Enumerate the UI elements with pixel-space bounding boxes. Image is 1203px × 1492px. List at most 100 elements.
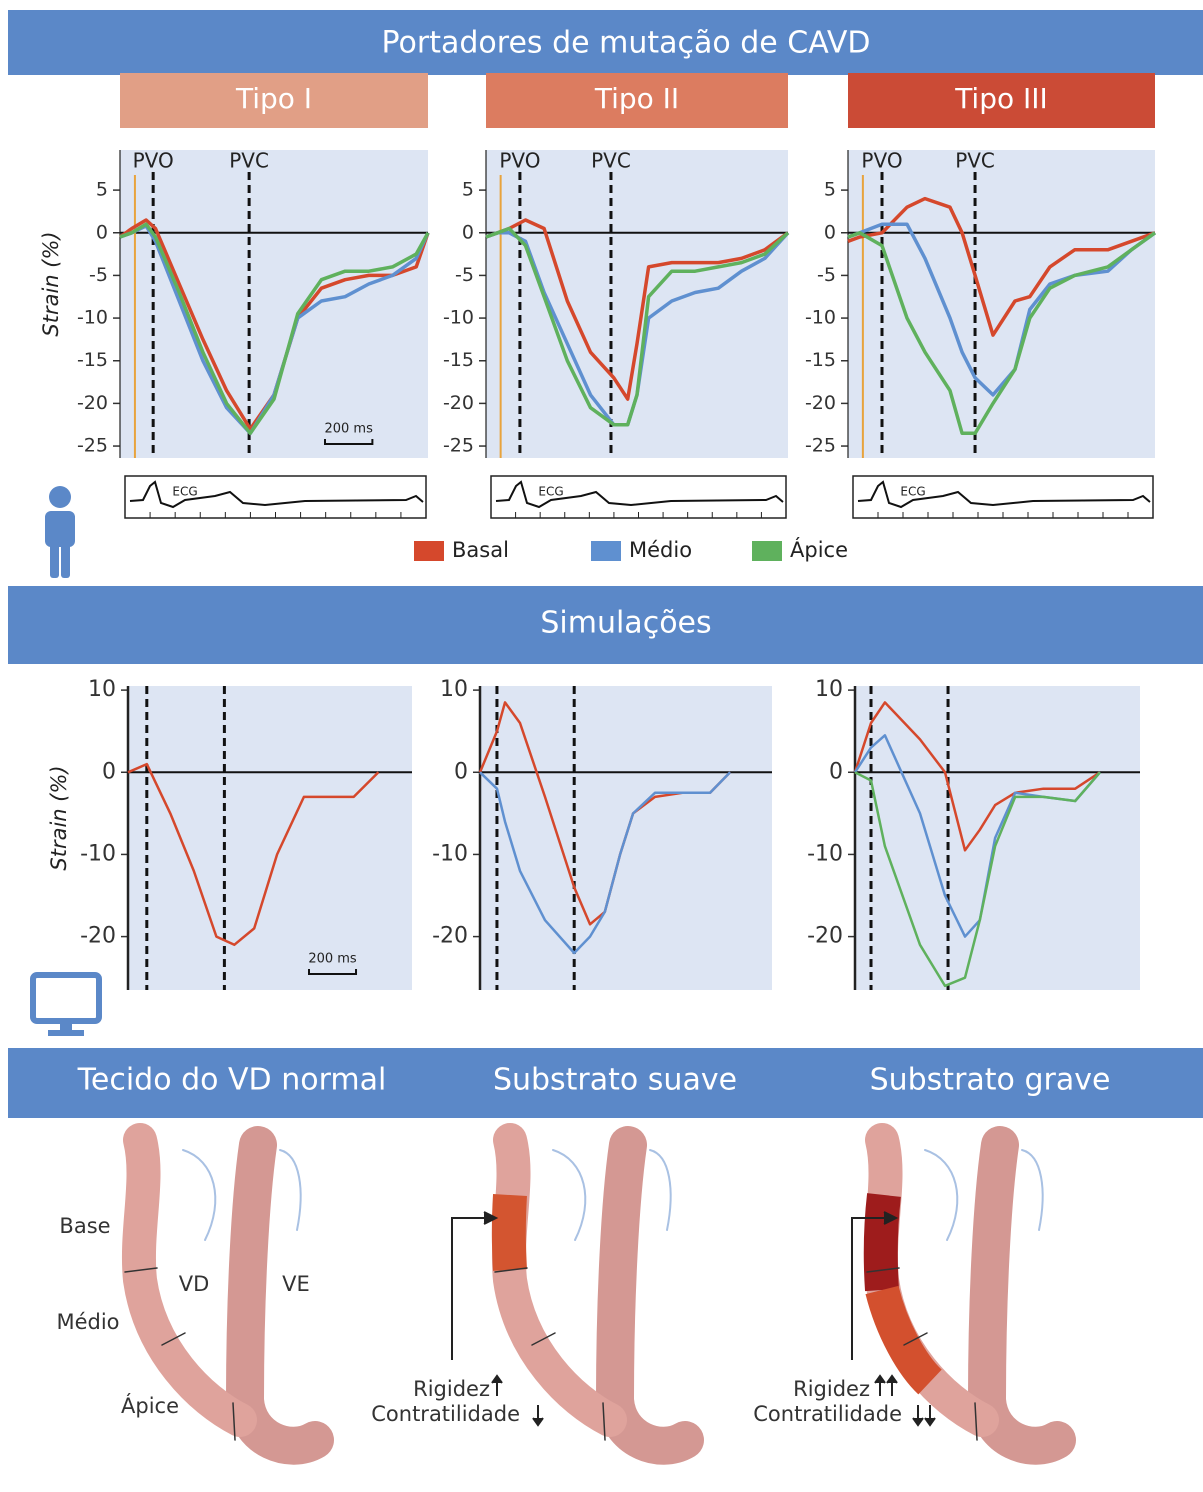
vessel: [279, 1149, 302, 1231]
segment-line: [602, 1402, 606, 1441]
y-tick-label: 0: [96, 221, 108, 243]
event-label: PVO: [861, 149, 902, 173]
y-tick-label: -10: [77, 307, 108, 329]
y-tick-label: -20: [807, 924, 843, 949]
segment-line: [531, 1332, 556, 1346]
segment-line: [974, 1402, 978, 1441]
y-tick-label: -10: [807, 841, 843, 866]
chart-title: Tipo III: [954, 82, 1048, 115]
plot-area: [128, 686, 412, 990]
y-tick-label: -20: [805, 392, 836, 414]
monitor-icon: [30, 972, 102, 1036]
y-tick-label: 10: [88, 677, 116, 702]
scale-bar: [308, 969, 358, 975]
ecg-trace: [857, 480, 1151, 509]
scale-bar-label: 200 ms: [308, 952, 357, 967]
contractility-label: Contratilidade: [753, 1402, 902, 1426]
plot-area: [120, 150, 428, 458]
stiffness-label: Rigidez: [793, 1377, 870, 1401]
vessel: [182, 1149, 217, 1241]
event-label: PVC: [229, 149, 269, 173]
y-tick-label: -15: [443, 349, 474, 371]
plot-area: [848, 150, 1155, 458]
segment-line: [232, 1402, 236, 1441]
ecg-box: [124, 475, 427, 519]
title-badge: [486, 73, 788, 128]
series-line: [479, 771, 731, 955]
segment-label: Ápice: [121, 1393, 179, 1418]
segment-line: [866, 1267, 900, 1273]
y-tick-label: -20: [443, 392, 474, 414]
panel-title: Tecido do VD normal: [77, 1063, 387, 1098]
y-tick-label: 0: [824, 221, 836, 243]
header-bar: [8, 1048, 1203, 1118]
rv-segment: [491, 1194, 527, 1271]
segment-line: [494, 1267, 528, 1273]
vessel: [924, 1149, 959, 1241]
rv-segment: [863, 1193, 901, 1292]
chart-title: Tipo I: [235, 82, 312, 115]
y-tick-label: 10: [440, 677, 468, 702]
vessel: [552, 1149, 587, 1241]
segment-label: Base: [59, 1214, 110, 1238]
segment-line: [161, 1332, 186, 1346]
event-label: PVO: [133, 149, 174, 173]
plot-area: [486, 150, 788, 458]
y-tick-label: -10: [805, 307, 836, 329]
legend-swatch: [752, 541, 782, 561]
y-tick-label: 0: [829, 759, 843, 784]
event-label: PVO: [499, 149, 540, 173]
series-line: [127, 762, 380, 947]
section-title: Portadores de mutação de CAVD: [382, 26, 871, 61]
ecg-trace: [129, 480, 424, 509]
event-label: PVC: [591, 149, 631, 173]
y-tick-label: -5: [89, 264, 108, 286]
person-icon: [45, 486, 75, 578]
ecg-label: ECG: [538, 485, 563, 499]
y-tick-label: 5: [96, 179, 108, 201]
lv: [967, 1126, 1076, 1465]
rv: [121, 1123, 257, 1437]
lv: [225, 1126, 334, 1465]
y-axis-label: Strain (%): [47, 765, 71, 870]
ecg-label: ECG: [900, 485, 925, 499]
ecg-box: [852, 475, 1154, 519]
rv-segment: [865, 1285, 943, 1395]
chart-title: Tipo II: [594, 82, 679, 115]
y-tick-label: -20: [80, 924, 116, 949]
ventricle-label: VE: [282, 1272, 310, 1296]
event-label: PVC: [955, 149, 995, 173]
legend-label: Basal: [452, 538, 509, 562]
rv: [491, 1123, 627, 1437]
y-tick-label: -10: [443, 307, 474, 329]
ecg-box: [490, 475, 787, 519]
lv: [595, 1126, 704, 1465]
y-tick-label: -25: [805, 435, 836, 457]
y-tick-label: 0: [454, 759, 468, 784]
y-tick-label: -5: [817, 264, 836, 286]
series-line: [854, 771, 1101, 988]
segment-line: [124, 1267, 158, 1273]
series-line: [485, 218, 790, 401]
section-title: Simulações: [540, 606, 711, 641]
y-tick-label: -25: [443, 435, 474, 457]
ecg-trace: [495, 480, 784, 509]
y-tick-label: 10: [815, 677, 843, 702]
vessel: [649, 1149, 672, 1231]
series-line: [485, 226, 790, 427]
y-tick-label: 0: [462, 221, 474, 243]
y-tick-label: -20: [77, 392, 108, 414]
title-badge: [848, 73, 1155, 128]
y-tick-label: -5: [455, 264, 474, 286]
header-bar: [8, 10, 1203, 75]
stiffness-label: Rigidez: [413, 1377, 490, 1401]
panel-title: Substrato grave: [870, 1063, 1111, 1098]
y-tick-label: -15: [805, 349, 836, 371]
legend-swatch: [414, 541, 444, 561]
header-bar: [8, 586, 1203, 664]
y-tick-label: -10: [432, 841, 468, 866]
series-line: [853, 701, 1101, 852]
y-tick-label: -10: [80, 841, 116, 866]
y-tick-label: -15: [77, 349, 108, 371]
